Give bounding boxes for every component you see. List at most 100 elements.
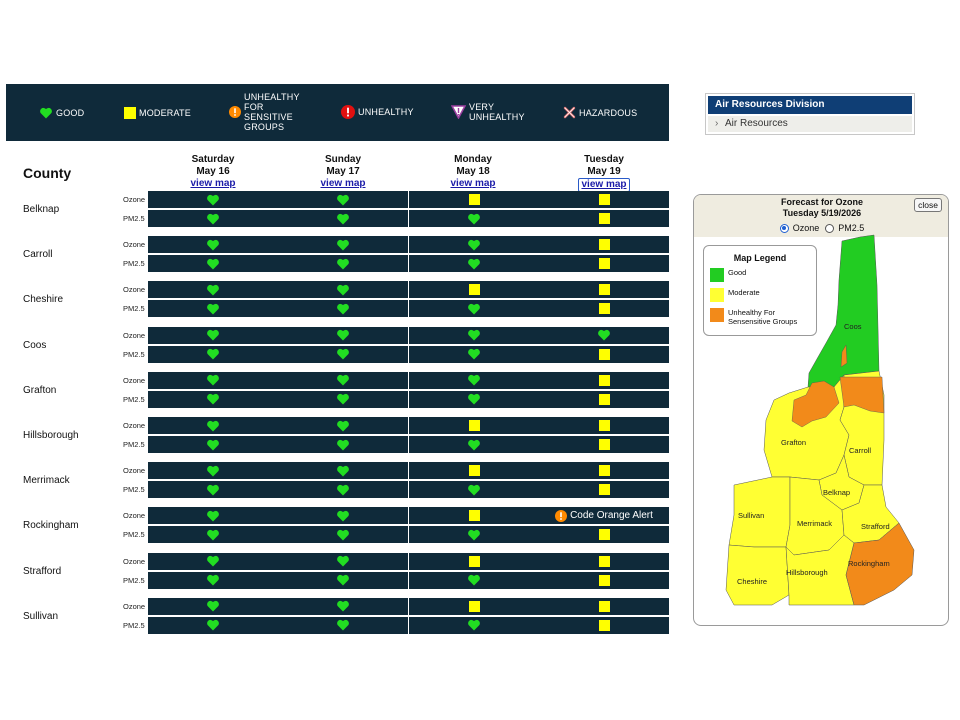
forecast-cell: [409, 526, 539, 544]
forecast-cell: [148, 417, 278, 434]
heart-icon: [337, 529, 349, 541]
heart-icon: [468, 439, 480, 450]
heart-icon: [207, 284, 219, 296]
forecast-cell: [539, 436, 669, 453]
forecast-cell: [148, 507, 278, 525]
day-date: May 17: [326, 166, 360, 177]
square-icon: [598, 213, 610, 224]
heart-icon: [468, 258, 480, 270]
heart-icon: [207, 620, 219, 631]
nh-forecast-map[interactable]: Coos Grafton Carroll Belknap Sullivan Me…: [694, 195, 949, 626]
forecast-cell: [539, 236, 669, 254]
pollutant-radio-group: Ozone PM2.5: [694, 223, 948, 233]
map-label-coos: Coos: [844, 322, 862, 331]
pm25-label: PM2.5: [123, 575, 145, 585]
legend-very-unhealthy: VERY UNHEALTHY: [451, 102, 525, 122]
square-icon: [598, 374, 610, 386]
heart-icon: [40, 107, 52, 119]
legend-very-unhealthy-label: VERY UNHEALTHY: [469, 102, 525, 122]
square-icon: [598, 439, 610, 450]
square-icon: [598, 574, 610, 586]
heart-icon: [337, 375, 349, 386]
heart-icon: [207, 303, 219, 315]
forecast-cell: [409, 481, 539, 499]
ozone-radio[interactable]: [779, 223, 789, 233]
forecast-cell: [148, 255, 278, 273]
heart-icon: [598, 330, 610, 341]
forecast-cell: [409, 507, 539, 525]
heart-icon: [468, 529, 480, 541]
side-nav-item-label: Air Resources: [725, 118, 788, 129]
ozone-label: Ozone: [123, 601, 146, 611]
forecast-cell: [409, 345, 539, 363]
heart-icon: [337, 213, 349, 224]
exclamation-circle-icon: [229, 106, 241, 118]
square-icon: [468, 510, 480, 522]
forecast-cell: [409, 571, 539, 589]
forecast-cell: [539, 597, 669, 615]
square-icon: [468, 420, 480, 431]
forecast-cell: [278, 436, 408, 453]
view-map-link[interactable]: view map: [190, 178, 236, 189]
square-icon: [598, 393, 610, 405]
heart-icon: [207, 439, 219, 450]
forecast-cell: [278, 526, 408, 544]
heart-icon: [468, 575, 480, 586]
day-header-saturday: Saturday May 16 view map: [148, 154, 278, 190]
forecast-cell: [409, 552, 539, 570]
map-panel-header: [694, 195, 948, 237]
forecast-cell: [148, 571, 278, 589]
heart-icon: [337, 484, 349, 496]
square-icon: [598, 619, 610, 631]
pm25-label: PM2.5: [123, 349, 145, 359]
forecast-cell: [539, 300, 669, 318]
map-title: Forecast for Ozone Tuesday 5/19/2026: [694, 197, 948, 219]
ozone-radio-label: Ozone: [792, 223, 820, 233]
heart-icon: [337, 420, 349, 431]
legend-unhealthy-label: UNHEALTHY: [358, 107, 414, 117]
map-legend-moderate-label: Moderate: [728, 288, 760, 297]
square-icon: [598, 484, 610, 496]
forecast-cell: [148, 552, 278, 570]
forecast-cell: [409, 255, 539, 273]
map-panel: Coos Grafton Carroll Belknap Sullivan Me…: [693, 194, 949, 626]
square-icon: [598, 284, 610, 296]
forecast-cell: [278, 507, 408, 525]
heart-icon: [337, 556, 349, 567]
side-nav-item-air-resources[interactable]: › Air Resources: [708, 116, 912, 132]
side-nav-header[interactable]: Air Resources Division: [708, 96, 912, 114]
square-icon: [468, 284, 480, 296]
forecast-cell: [278, 417, 408, 434]
heart-icon: [207, 239, 219, 251]
ozone-label: Ozone: [123, 556, 146, 566]
view-map-link[interactable]: view map: [578, 178, 630, 192]
pm25-label: PM2.5: [123, 530, 145, 540]
forecast-cell: [148, 526, 278, 544]
ozone-label: Ozone: [123, 421, 146, 430]
square-icon: [468, 600, 480, 612]
forecast-cell: [539, 191, 669, 208]
view-map-link[interactable]: view map: [320, 178, 366, 189]
heart-icon: [468, 330, 480, 341]
view-map-link[interactable]: view map: [450, 178, 496, 189]
forecast-cell: [539, 417, 669, 434]
forecast-cell: [278, 255, 408, 273]
heart-icon: [337, 394, 349, 405]
forecast-cell: [539, 552, 669, 570]
close-button[interactable]: close: [914, 198, 942, 212]
ozone-label: Ozone: [123, 466, 146, 476]
map-legend-good: Good: [710, 268, 746, 282]
code-orange-alert-text[interactable]: Code Orange Alert: [570, 510, 653, 522]
map-label-strafford: Strafford: [861, 522, 890, 531]
forecast-cell: [278, 326, 408, 344]
heart-icon: [337, 601, 349, 612]
forecast-cell: [278, 281, 408, 299]
forecast-cell: [148, 371, 278, 389]
pm25-radio[interactable]: [825, 223, 835, 233]
forecast-cell: [278, 390, 408, 408]
forecast-cell: [278, 616, 408, 634]
county-name: Carroll: [23, 249, 53, 261]
legend-usg: UNHEALTHY FOR SENSITIVE GROUPS: [229, 92, 300, 132]
heart-icon: [207, 484, 219, 496]
ozone-label: Ozone: [123, 330, 146, 340]
